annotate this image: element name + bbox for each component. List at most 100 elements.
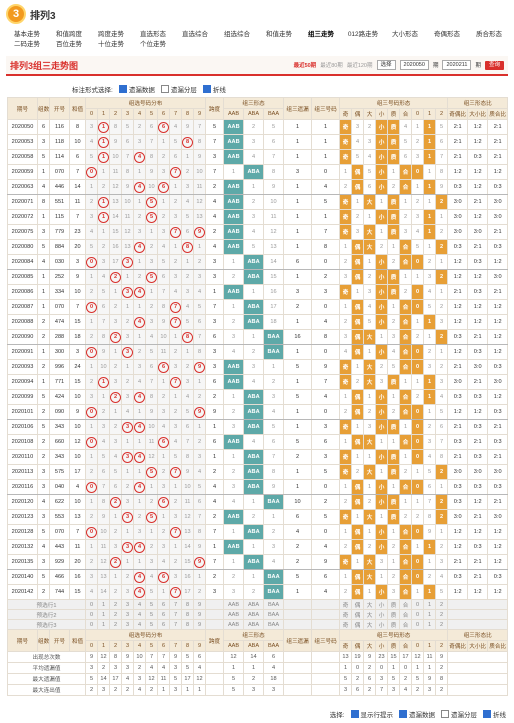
cell: 0 [85,299,98,315]
cell: 2 [283,539,313,555]
cell: 9 [169,651,182,663]
cell: 5 [85,149,98,165]
to-input[interactable]: 2020211 [442,60,472,70]
recent-link[interactable]: 最近80期 [320,63,343,69]
nav-link[interactable]: 组选综合 [224,31,250,38]
nav-link[interactable]: 和值跨度 [56,31,82,38]
select[interactable]: 选择 [376,60,396,70]
checkbox[interactable] [202,85,211,93]
hit-ball: 4 [134,241,145,253]
checkbox[interactable] [441,710,449,718]
cell: 大 [363,554,377,570]
data-row: 2020116 3 040 4 0 7 6 2 4 1 3 1 10 5 4 3 ABA 9 1 0 1 偶 1 小 1 合 0 6 1… [7,479,509,495]
cell: 334 [49,284,70,300]
nav-link[interactable]: 直选综合 [182,31,208,38]
cell: 8 [181,134,194,150]
cell: 3 [243,209,265,225]
option[interactable]: 折线 [483,709,506,719]
cell: 18 [263,314,285,330]
nav-link[interactable]: 个位走势 [140,41,166,48]
checkbox[interactable] [118,85,127,93]
cell: 1 [423,584,437,600]
nav-link[interactable]: 组三走势 [308,31,334,38]
cell: 11 [121,209,134,225]
cell: 1 [351,419,365,435]
nav-link[interactable]: 基本走势 [14,31,40,38]
cell: 5 [411,239,425,255]
cell: AAB [223,640,245,652]
checkbox[interactable] [399,710,407,718]
checkbox[interactable] [483,710,491,718]
nav-link[interactable]: 跨度走势 [98,31,124,38]
nav-link[interactable]: 十位走势 [98,41,124,48]
cell: ABA [243,419,265,435]
cell: 5 [283,389,313,405]
cell: 14 [97,584,110,600]
hit-ball: 4 [134,286,145,298]
data-row: 2020110 2 343 10 1 5 4 3 4 12 1 5 8 3 1 1 ABA 7 2 3 奇 1 1 小质 1 0 4… [7,449,509,465]
data-row: 2020072 1 115 7 3 1 14 11 2 5 2 3 5 13 4 AAB 3 11 1 1 奇 2 1 小质 2… [7,209,509,225]
cell: 2020086 [7,284,38,300]
nav-link[interactable]: 和值走势 [266,31,292,38]
cell: 1 [283,194,313,210]
cell: AAB [223,539,245,555]
cell: 16 [263,284,285,300]
cell [447,619,509,630]
cell: 组三形态比 [447,97,509,109]
cell: 3 [37,509,50,525]
nav-link[interactable]: 百位走势 [56,41,82,48]
cell: 13 [69,509,86,525]
data-row: 2020090 2 288 18 2 8 2 3 1 4 10 1 8 7 6 3 1 BAA 16 8 3 偶大 1 3 合 2… [7,329,509,345]
cell: 预选行2 [7,609,86,620]
cell: 2 [423,254,437,270]
cell: 1:2 [447,524,469,540]
option[interactable]: 遗漏分层 [160,84,197,94]
cell: 3 [375,673,389,685]
cell: 4 [423,449,437,465]
option[interactable]: 遗漏数据 [399,709,435,719]
cell: ABA [243,464,265,480]
cell: 0 [411,640,425,652]
cell: 2020091 [7,344,38,360]
cell: 9 [263,179,285,195]
option[interactable]: 折线 [202,84,226,94]
recent-link[interactable]: 最近120期 [346,63,373,69]
cell: 2:1 [487,134,509,150]
option[interactable]: 遗漏分层 [441,709,477,719]
cell: 小 [375,640,389,652]
cell: 2 [351,209,365,225]
cell: 2 [145,494,158,510]
nav-link[interactable]: 012路走势 [347,31,379,38]
from-input[interactable]: 2020050 [399,60,429,70]
nav-link[interactable]: 直选形态 [140,31,166,38]
recent-link[interactable]: 最近50期 [293,63,317,69]
nav-link[interactable]: 质合形态 [476,31,502,38]
checkbox[interactable] [350,710,359,718]
cell: 1 [423,640,437,652]
cell: AAB [223,149,245,165]
option[interactable]: 遗漏数据 [118,84,155,94]
checkbox[interactable] [160,85,169,93]
cell: 4 [133,389,146,405]
cell: AAB [223,619,245,630]
cell: 3 [223,419,245,435]
cell: 4 [85,134,98,150]
cell: 4 [363,149,377,165]
option[interactable]: 显示行提示 [350,709,393,719]
cell: 4 [181,299,194,315]
cell [205,673,225,685]
nav-link[interactable]: 奇偶形态 [434,31,460,38]
nav-link[interactable]: 二码走势 [14,41,40,48]
cell: 4 [133,284,146,300]
nav-link[interactable]: 大小形态 [392,31,418,38]
cell: AAB [223,284,245,300]
query-button[interactable]: 查询 [484,60,504,70]
cell: 和值 [69,97,86,120]
cell: 3 [205,254,225,270]
cell: 13 [97,569,110,585]
cell: 1 [423,314,437,330]
cell: 1 [423,149,437,165]
cell: 1:2 [487,539,509,555]
cell: 合 [399,524,413,540]
